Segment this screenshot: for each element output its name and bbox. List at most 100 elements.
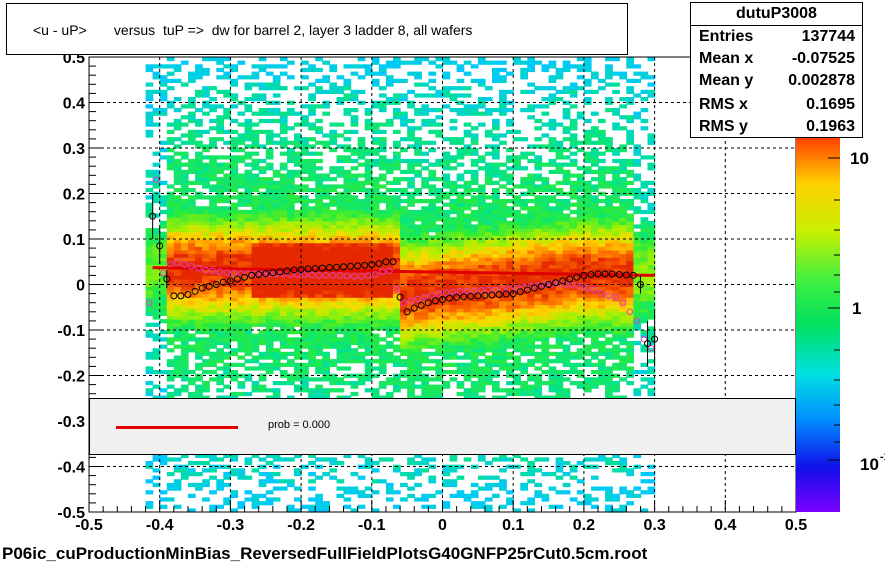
heatmap-cell (287, 290, 295, 295)
heatmap-cell (484, 257, 493, 262)
heatmap-cell (513, 184, 521, 189)
heatmap-cell (400, 253, 408, 258)
heatmap-cell (308, 253, 316, 258)
heatmap-cell (513, 340, 521, 346)
heatmap-cell (195, 322, 203, 327)
heatmap-cell (442, 173, 451, 178)
heatmap-cell (435, 271, 444, 276)
heatmap-cell (442, 315, 451, 320)
heatmap-cell (562, 231, 571, 236)
heatmap-cell (421, 206, 429, 211)
heatmap-cell (442, 257, 451, 262)
heatmap-cell (414, 362, 422, 367)
heatmap-cell (188, 180, 196, 185)
heatmap-cell (315, 253, 323, 258)
heatmap-cell (202, 224, 210, 229)
heatmap-cell (513, 311, 521, 316)
heatmap-cell (414, 217, 422, 222)
heatmap-cell (265, 362, 274, 367)
heatmap-cell (583, 275, 592, 280)
heatmap-cell (279, 333, 288, 338)
heatmap-cell (506, 279, 514, 284)
heatmap-cell (407, 249, 415, 255)
heatmap-cell (279, 57, 288, 62)
heatmap-cell (145, 260, 154, 265)
heatmap-cell (173, 482, 182, 488)
heatmap-cell (350, 275, 359, 280)
heatmap-cell (202, 461, 210, 466)
heatmap-cell (506, 333, 514, 338)
heatmap-cell (364, 271, 373, 276)
heatmap-cell (576, 206, 585, 211)
heatmap-cell (456, 340, 465, 346)
heatmap-cell (414, 290, 422, 295)
heatmap-cell (188, 293, 196, 298)
heatmap-cell (421, 297, 429, 302)
heatmap-cell (484, 195, 493, 200)
heatmap-cell (548, 366, 557, 371)
heatmap-cell (315, 118, 323, 124)
heatmap-cell (343, 308, 352, 313)
heatmap-cell (463, 355, 472, 360)
heatmap-cell (329, 199, 338, 204)
heatmap-cell (343, 275, 352, 280)
heatmap-cell (159, 111, 168, 116)
heatmap-cell (350, 359, 359, 364)
heatmap-cell (265, 344, 274, 349)
heatmap-cell (180, 362, 189, 367)
heatmap-cell (499, 337, 507, 342)
heatmap-cell (555, 151, 564, 156)
heatmap-cell (251, 304, 260, 309)
heatmap-cell (569, 330, 578, 335)
heatmap-cell (548, 315, 557, 320)
heatmap-cell (159, 308, 168, 313)
heatmap-cell (315, 180, 323, 185)
heatmap-cell (534, 253, 543, 258)
heatmap-cell (329, 235, 338, 240)
heatmap-cell (265, 275, 274, 280)
heatmap-cell (258, 304, 267, 309)
heatmap-cell (159, 220, 168, 225)
heatmap-cell (414, 257, 422, 262)
heatmap-cell (152, 351, 161, 356)
heatmap-cell (173, 271, 182, 276)
heatmap-cell (442, 242, 451, 247)
heatmap-cell (336, 311, 345, 316)
heatmap-cell (322, 242, 330, 247)
heatmap-cell (435, 213, 444, 218)
heatmap-cell (562, 304, 571, 309)
heatmap-cell (195, 122, 203, 127)
heatmap-cell (463, 151, 472, 156)
heatmap-cell (520, 457, 528, 462)
heatmap-cell (484, 228, 493, 233)
heatmap-cell (188, 140, 196, 145)
heatmap-cell (484, 242, 493, 247)
heatmap-cell (414, 377, 422, 382)
heatmap-cell (364, 322, 373, 327)
heatmap-cell (301, 177, 309, 182)
heatmap-cell (371, 220, 380, 225)
heatmap-cell (428, 199, 437, 204)
heatmap-cell (442, 184, 451, 189)
heatmap-cell (315, 78, 323, 83)
heatmap-cell (541, 457, 550, 462)
heatmap-cell (477, 504, 486, 509)
heatmap-cell (484, 60, 493, 65)
heatmap-cell (435, 340, 444, 346)
heatmap-cell (562, 326, 571, 331)
heatmap-cell (407, 235, 415, 240)
heatmap-cell (329, 282, 338, 287)
heatmap-cell (506, 71, 514, 76)
heatmap-cell (188, 228, 196, 233)
heatmap-cell (209, 177, 217, 182)
heatmap-cell (456, 140, 465, 145)
heatmap-cell (506, 362, 514, 367)
heatmap-cell (400, 93, 408, 98)
heatmap-cell (195, 89, 203, 94)
heatmap-cell (223, 140, 231, 145)
heatmap-cell (180, 177, 189, 182)
heatmap-cell (180, 326, 189, 331)
heatmap-cell (258, 231, 267, 236)
heatmap-cell (152, 213, 161, 218)
heatmap-cell (548, 322, 557, 327)
